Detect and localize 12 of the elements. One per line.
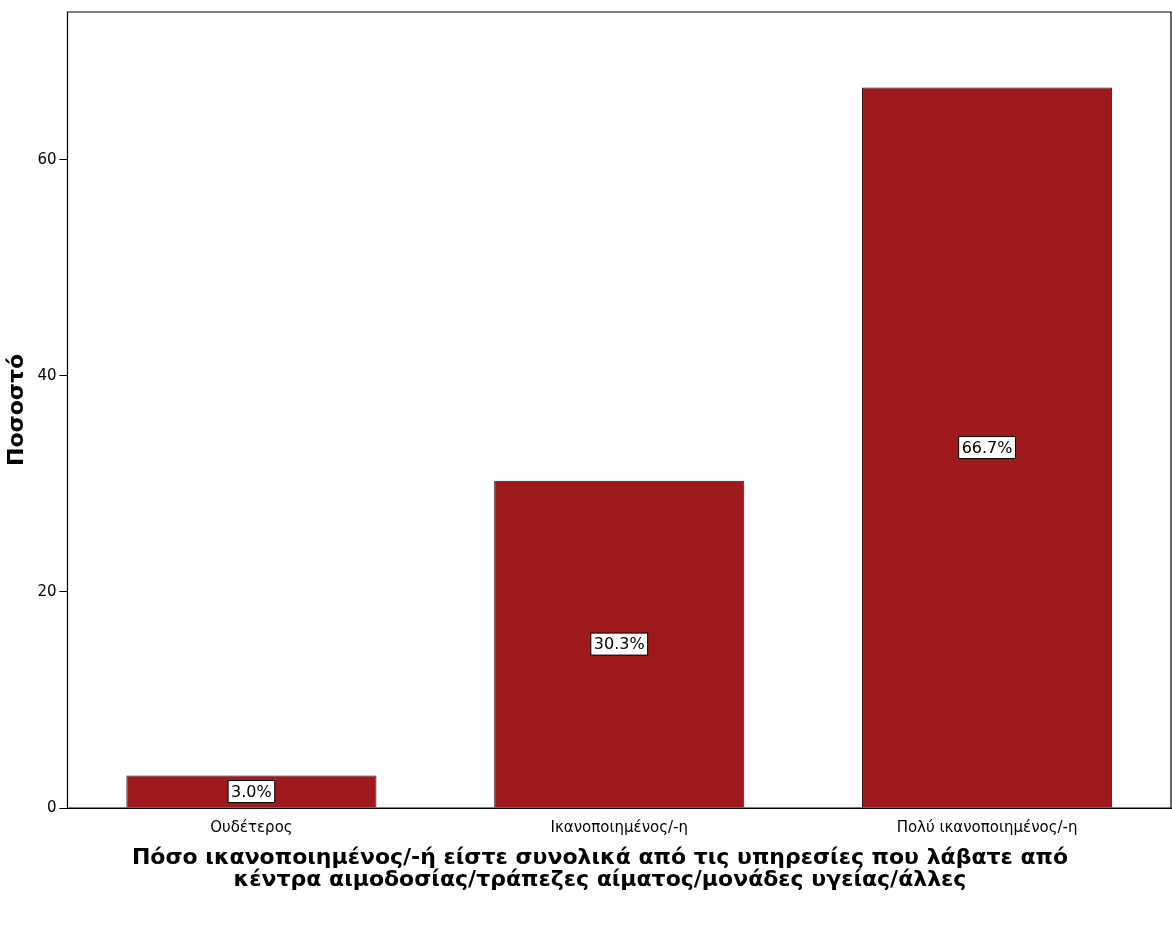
x-tick-label: Ικανοποιημένος/-η: [550, 817, 688, 836]
y-axis-title: Ποσοστό: [2, 353, 28, 467]
data-label: 66.7%: [961, 437, 1013, 457]
y-tick-label: 40: [37, 365, 57, 384]
y-tick-label: 20: [37, 581, 57, 600]
x-tick-label: Ουδέτερος: [210, 817, 293, 836]
y-tick-label: 60: [37, 149, 57, 168]
x-tick-label: Πολύ ικανοποιημένος/-η: [896, 817, 1078, 836]
x-axis-title: Πόσο ικανοποιημένος/-ή είστε συνολικά από τις υπηρεσίες που λάβατε από κέντρα αιμοδοσίας/τράπεζες αίματος/μονάδες υγείας/άλλες: [130, 844, 1070, 891]
data-label: 3.0%: [231, 781, 272, 801]
y-tick-label: 0: [46, 797, 57, 816]
data-label: 30.3%: [593, 634, 645, 654]
